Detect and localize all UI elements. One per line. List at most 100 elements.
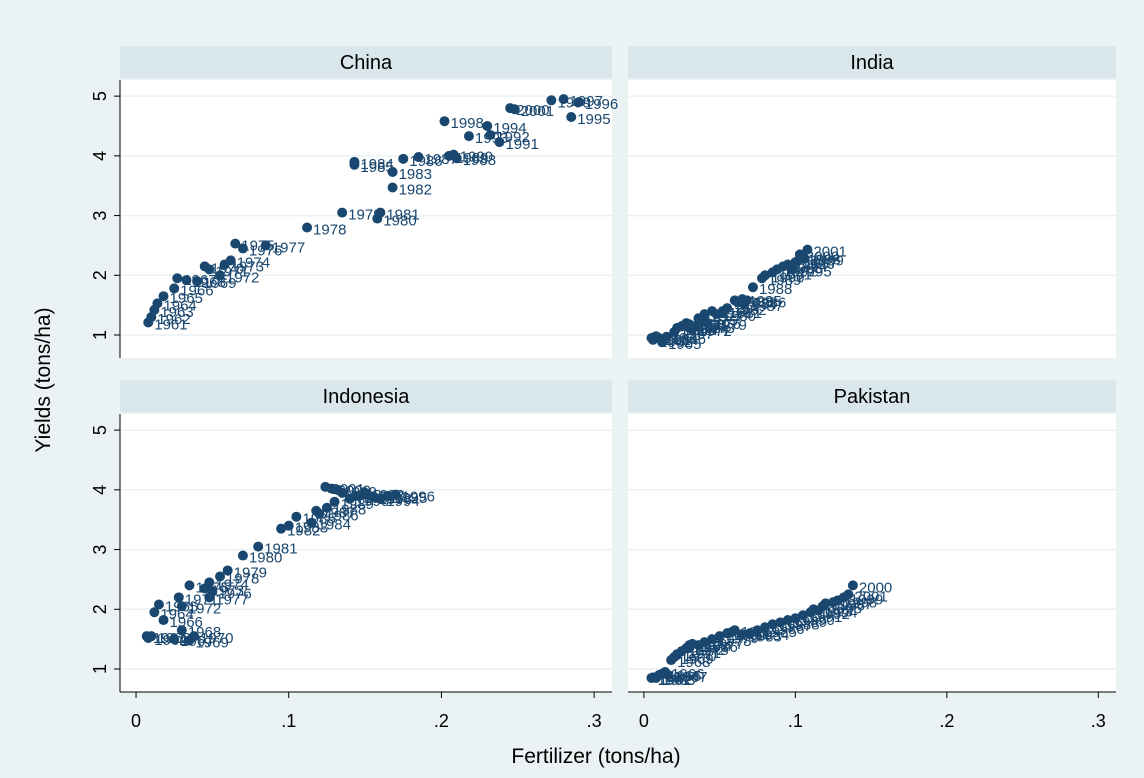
y-tick-label: 4 <box>90 151 110 161</box>
point-label: 1976 <box>707 316 740 333</box>
point <box>283 520 294 531</box>
panel-header <box>628 46 1116 78</box>
point-label: 1973 <box>695 639 728 656</box>
point <box>463 131 474 142</box>
point-label: 1963 <box>662 672 695 689</box>
point <box>760 622 771 633</box>
point <box>767 619 778 630</box>
point <box>702 318 713 329</box>
point <box>253 541 264 552</box>
point-label: 1968 <box>677 654 710 671</box>
point <box>176 601 187 612</box>
x-axis-title: Fertilizer (tons/ha) <box>511 745 680 768</box>
x-tick-label: .3 <box>587 711 602 731</box>
point <box>181 275 192 286</box>
point-label: 1961 <box>153 630 186 647</box>
point-label: 2001 <box>521 103 554 120</box>
point-label: 1980 <box>733 627 766 644</box>
point-label: 1966 <box>671 666 704 683</box>
point-label: 1971 <box>185 591 218 608</box>
point-label: 2000 <box>859 579 892 596</box>
point <box>382 490 393 501</box>
point <box>367 492 378 503</box>
point-label: 1961 <box>154 316 187 333</box>
point-label: 1998 <box>807 251 840 268</box>
point <box>707 634 718 645</box>
point-label: 1965 <box>165 598 198 615</box>
point-label: 1996 <box>801 256 834 273</box>
point-label: 1980 <box>249 550 282 567</box>
point <box>146 631 157 642</box>
x-tick-label: .2 <box>434 711 449 731</box>
point-label: 1965 <box>668 668 701 685</box>
point-label: 2000 <box>516 102 549 119</box>
point <box>230 238 241 249</box>
point <box>276 523 287 534</box>
point <box>744 628 755 639</box>
point-label: 1985 <box>748 293 781 310</box>
point-label: 1975 <box>704 312 737 329</box>
point-label: 1978 <box>313 221 346 238</box>
point-label: 1986 <box>771 621 804 638</box>
point-label: 1982 <box>733 302 766 319</box>
point-label: 1962 <box>157 311 190 328</box>
point-label: 1997 <box>804 254 837 271</box>
point-label: 1962 <box>659 671 692 688</box>
point <box>169 634 180 645</box>
panel-header <box>120 46 612 78</box>
panel-title: China <box>340 52 393 74</box>
point-label: 1974 <box>695 322 728 339</box>
point-label: 1986 <box>753 294 786 311</box>
point-label: 1989 <box>455 150 488 167</box>
point-label: 1973 <box>701 320 734 337</box>
point-label: 1967 <box>674 669 707 686</box>
point <box>158 615 169 626</box>
point-label: 1981 <box>386 207 419 224</box>
point <box>699 637 710 648</box>
point-label: 1993 <box>789 260 822 277</box>
point <box>204 577 215 588</box>
point-label: 1988 <box>333 502 366 519</box>
point-label: 1996 <box>832 597 865 614</box>
point-label: 1990 <box>460 149 493 166</box>
point-label: 1975 <box>241 238 274 255</box>
point <box>260 240 271 251</box>
point-label: 1982 <box>287 523 320 540</box>
point <box>820 598 831 609</box>
y-tick-label: 3 <box>90 211 110 221</box>
x-tick-label: .2 <box>939 711 954 731</box>
point-label: 1991 <box>779 266 812 283</box>
point <box>320 481 331 492</box>
point-label: 1976 <box>218 585 251 602</box>
point-label: 1994 <box>386 493 419 510</box>
point-label: 1979 <box>348 207 381 224</box>
point-label: 1964 <box>163 297 196 314</box>
x-tick-label: .3 <box>1091 711 1106 731</box>
point <box>752 625 763 636</box>
point-label: 1977 <box>710 636 743 653</box>
point <box>802 244 813 255</box>
point <box>722 303 733 314</box>
point-label: 1987 <box>750 298 783 315</box>
point-label: 1973 <box>231 259 264 276</box>
point-label: 1993 <box>379 491 412 508</box>
point-label: 1981 <box>738 626 771 643</box>
point-label: 1980 <box>723 308 756 325</box>
point-label: 1977 <box>272 239 305 256</box>
point-label: 1980 <box>383 213 416 230</box>
point-label: 1999 <box>557 94 590 111</box>
point-label: 1992 <box>496 129 529 146</box>
point-label: 1971 <box>695 318 728 335</box>
point <box>566 112 577 123</box>
point <box>760 270 771 281</box>
point <box>184 580 195 591</box>
point-label: 1972 <box>692 642 725 659</box>
point-label: 1961 <box>657 672 690 689</box>
point <box>738 298 749 309</box>
panel-header <box>120 380 612 412</box>
point-label: 1993 <box>820 603 853 620</box>
point-label: 1978 <box>226 570 259 587</box>
point-label: 1963 <box>157 630 190 647</box>
point-label: 1982 <box>741 624 774 641</box>
x-tick-label: .1 <box>281 711 296 731</box>
